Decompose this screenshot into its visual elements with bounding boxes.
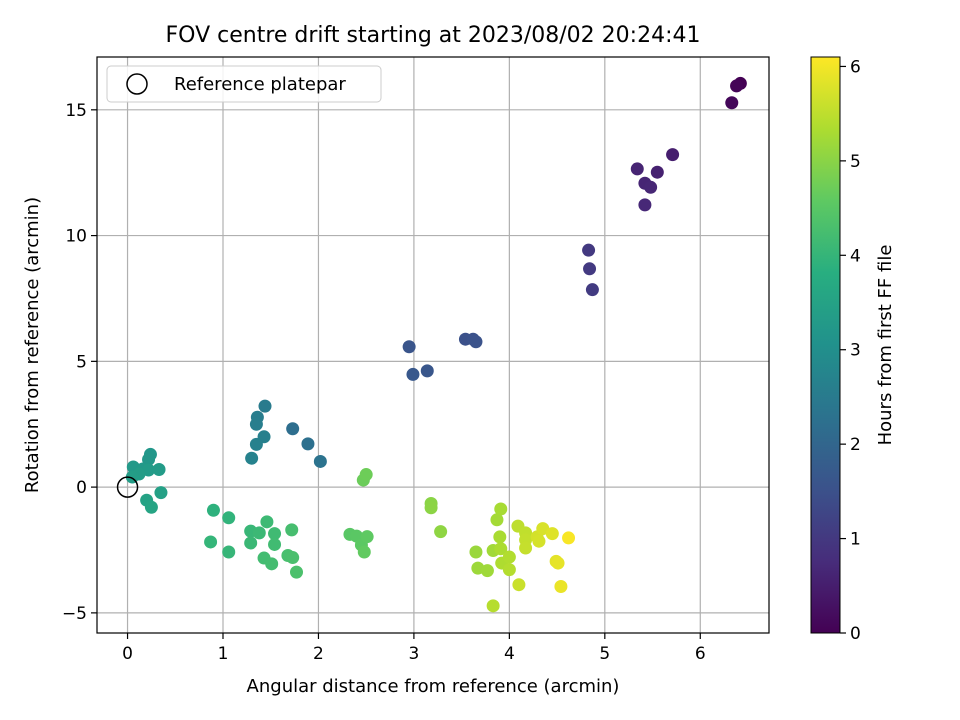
data-point: [434, 525, 448, 539]
legend-marker: [126, 73, 148, 95]
data-point: [301, 437, 315, 451]
data-point: [532, 534, 546, 548]
y-tick-label: −5: [62, 604, 87, 624]
data-point: [536, 522, 550, 536]
data-point: [490, 513, 504, 527]
data-point: [222, 545, 236, 559]
reference-platepar-marker: [116, 476, 139, 498]
data-point: [545, 527, 559, 541]
data-point: [152, 463, 166, 477]
data-point: [290, 565, 303, 579]
data-point: [494, 502, 508, 516]
data-point: [144, 500, 158, 514]
colorbar-tick-label: 1: [850, 530, 861, 550]
data-point: [424, 501, 438, 515]
x-tick-label: 4: [504, 644, 515, 664]
data-point: [249, 417, 263, 431]
data-point: [402, 340, 416, 354]
data-point: [551, 556, 565, 570]
data-point: [268, 537, 282, 551]
data-point: [502, 550, 516, 564]
data-point: [585, 283, 599, 297]
legend: Reference platepar: [106, 65, 382, 103]
data-point: [142, 452, 156, 466]
data-point: [562, 531, 576, 545]
colorbar-ticks: 0 1 2 3 4 5 6: [840, 57, 861, 644]
data-point: [154, 486, 168, 500]
data-point: [486, 599, 500, 613]
colorbar-gradient: [811, 57, 840, 633]
data-point: [268, 527, 282, 541]
x-tick-label: 2: [313, 644, 324, 664]
data-point: [245, 451, 259, 465]
reference-marker-layer: [116, 476, 139, 498]
data-point: [406, 367, 420, 381]
data-point: [244, 536, 258, 550]
data-point: [502, 563, 516, 577]
data-point: [493, 530, 507, 544]
data-point: [583, 262, 597, 276]
data-point: [666, 148, 680, 162]
y-tick-label: 5: [76, 352, 87, 372]
x-axis-ticks: 0 1 2 3 4 5 6: [122, 633, 706, 664]
colorbar-tick-label: 3: [850, 341, 861, 361]
colorbar-label: Hours from first FF file: [875, 245, 896, 446]
legend-entry-reference-platepar: Reference platepar: [174, 74, 346, 95]
data-points: [125, 76, 747, 613]
data-point: [420, 364, 434, 378]
data-point: [249, 437, 263, 451]
data-point: [582, 243, 596, 257]
data-point: [357, 545, 371, 559]
x-axis-label: Angular distance from reference (arcmin): [247, 676, 620, 697]
data-point: [480, 564, 494, 578]
data-point: [285, 523, 299, 537]
y-tick-label: 15: [65, 101, 87, 121]
data-point: [469, 545, 483, 559]
data-point: [258, 399, 272, 413]
x-tick-label: 5: [599, 644, 610, 664]
colorbar-tick-label: 6: [850, 57, 861, 77]
grid-lines: [97, 57, 769, 633]
y-tick-label: 0: [76, 478, 87, 498]
x-tick-label: 0: [122, 644, 133, 664]
y-axis-ticks: −5 0 5 10 15: [62, 101, 97, 624]
data-point: [638, 198, 652, 212]
data-point: [260, 515, 274, 529]
data-point: [252, 526, 266, 540]
data-point: [204, 535, 218, 549]
data-point: [630, 162, 644, 176]
data-point: [494, 542, 508, 556]
colorbar-frame: [810, 56, 841, 634]
data-point: [265, 557, 279, 571]
data-point: [313, 454, 327, 468]
legend-box: [106, 65, 382, 103]
colorbar-tick-label: 4: [850, 246, 861, 266]
data-point: [359, 468, 373, 482]
colorbar: 0 1 2 3 4 5 6 Hours from first FF file: [810, 56, 896, 644]
x-tick-label: 3: [408, 644, 419, 664]
data-point: [286, 422, 300, 436]
plot-frame: [96, 56, 770, 634]
colorbar-tick-label: 0: [850, 624, 861, 644]
data-point: [519, 541, 533, 555]
colorbar-tick-label: 2: [850, 435, 861, 455]
data-point: [360, 530, 374, 544]
y-axis-label: Rotation from reference (arcmin): [22, 197, 43, 493]
colorbar-tick-label: 5: [850, 152, 861, 172]
data-point: [650, 165, 664, 179]
data-point: [725, 96, 739, 110]
x-tick-label: 1: [218, 644, 229, 664]
data-point: [644, 180, 658, 194]
data-point: [730, 79, 744, 93]
data-point: [554, 579, 568, 593]
data-point: [286, 551, 300, 565]
chart-title: FOV centre drift starting at 2023/08/02 …: [166, 23, 701, 48]
data-point: [512, 578, 526, 592]
data-point: [222, 511, 236, 525]
data-point: [206, 503, 220, 517]
data-point: [469, 335, 483, 349]
y-tick-label: 10: [65, 227, 87, 247]
x-tick-label: 6: [695, 644, 706, 664]
